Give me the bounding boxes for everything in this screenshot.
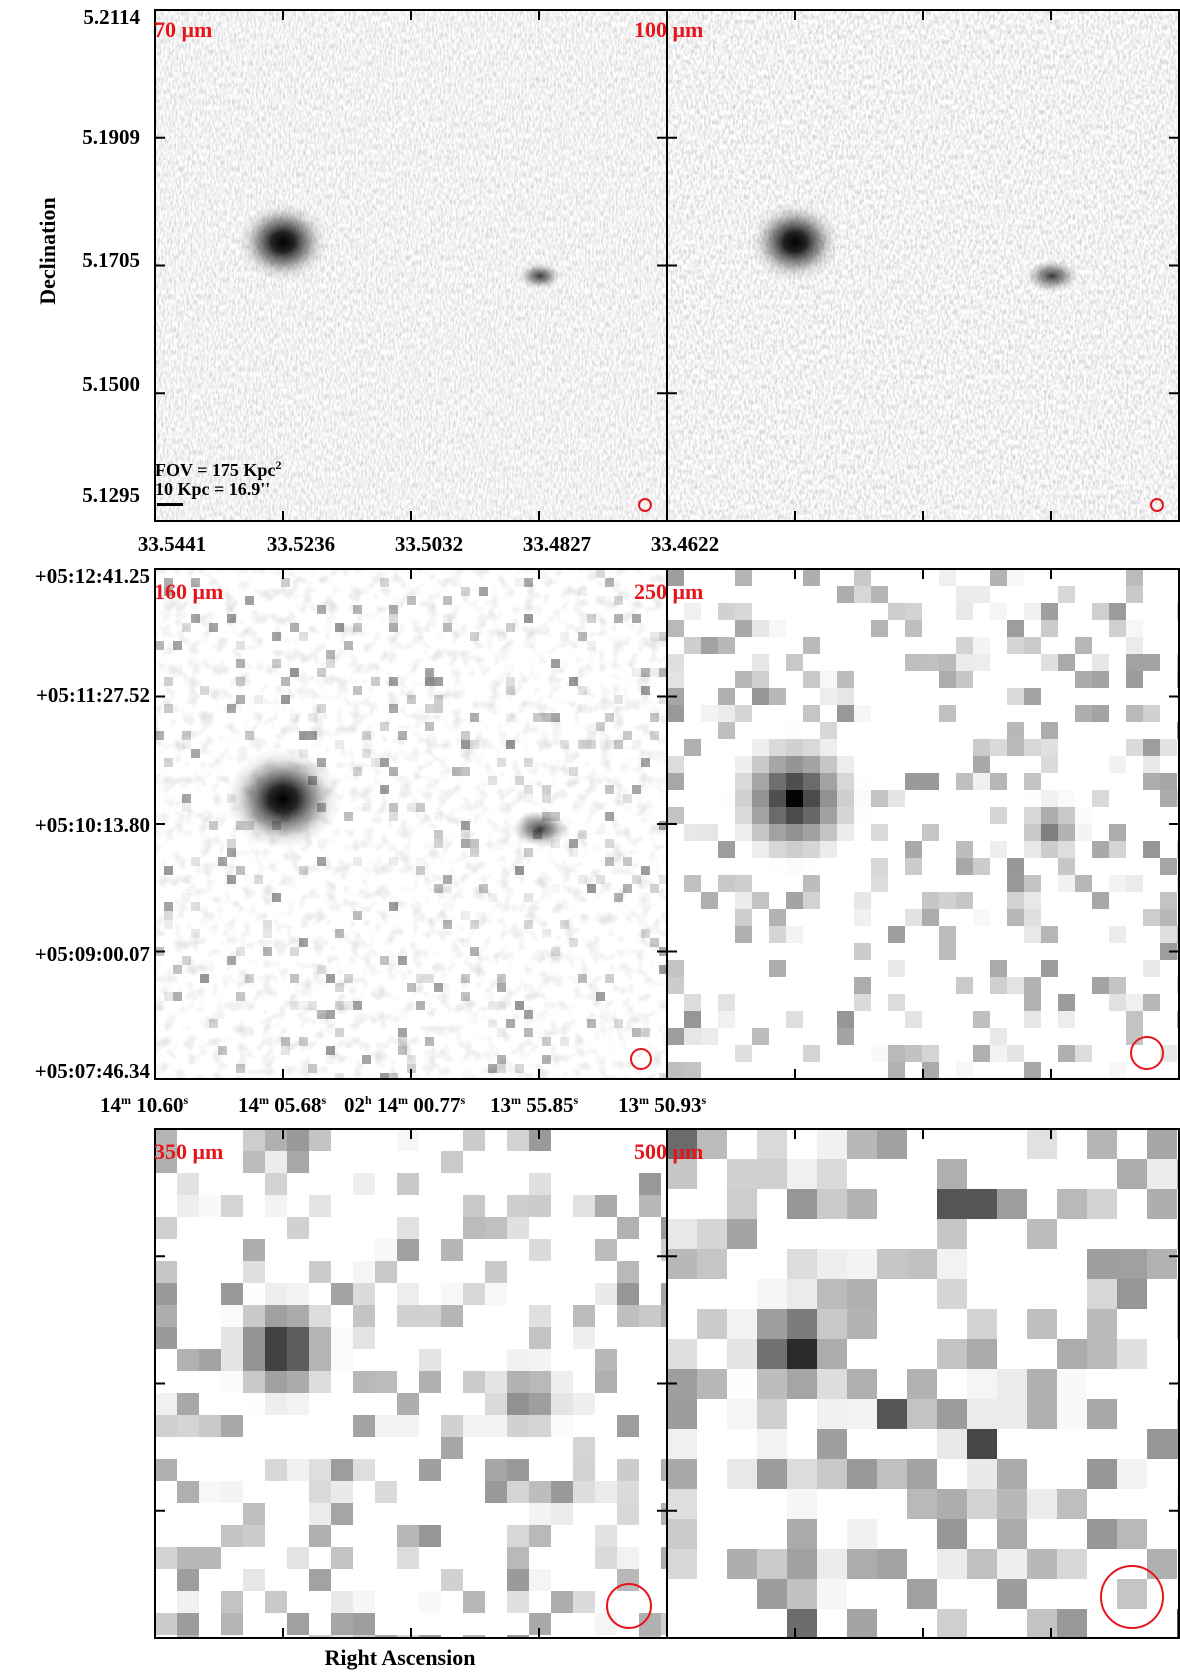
row1-xtick-4: 33.4622 — [650, 532, 720, 556]
row1-ytick-2: 5.1705 — [82, 248, 140, 272]
row1-ytick-4: 5.1295 — [82, 483, 140, 507]
beam-circle-5 — [1100, 1565, 1164, 1629]
row1-xtick-3: 33.4827 — [522, 532, 592, 556]
row2-ytick-1: +05:11:27.52 — [35, 683, 150, 707]
row1-xtick-2: 33.5032 — [394, 532, 464, 556]
beam-circle-0 — [638, 498, 652, 512]
scale-bar — [157, 503, 183, 506]
row2-ytick-0: +05:12:41.25 — [34, 564, 150, 588]
row2-ytick-2: +05:10:13.80 — [34, 813, 150, 837]
row1-ytick-0: 5.2114 — [83, 5, 140, 29]
panel-4 — [154, 1128, 668, 1639]
panel-1 — [666, 9, 1180, 522]
row2-ytick-4: +05:07:46.34 — [34, 1059, 150, 1083]
row2-xtick-4: 13m 50.93s — [618, 1093, 707, 1117]
panel-label-250um: 250 μm — [634, 579, 704, 604]
beam-circle-2 — [630, 1048, 652, 1070]
row2-ytick-3: +05:09:00.07 — [34, 942, 150, 966]
panel-label-350um: 350 μm — [154, 1139, 224, 1164]
beam-circle-3 — [1130, 1036, 1164, 1070]
panel-2 — [154, 568, 668, 1080]
fov-annotation: FOV = 175 Kpc2 — [155, 458, 282, 480]
row1-xtick-0: 33.5441 — [137, 532, 207, 556]
row2-xtick-1: 14m 05.68s — [238, 1093, 327, 1117]
panel-label-70um: 70 μm — [154, 17, 213, 42]
row1-xtick-1: 33.5236 — [266, 532, 336, 556]
panel-0 — [154, 9, 668, 522]
panel-label-500um: 500 μm — [634, 1139, 704, 1164]
panel-label-160um: 160 μm — [154, 579, 224, 604]
beam-circle-4 — [606, 1583, 652, 1629]
row1-ytick-3: 5.1500 — [82, 372, 140, 396]
row1-ytick-1: 5.1909 — [82, 125, 140, 149]
row2-xtick-0: 14m 10.60s — [100, 1093, 189, 1117]
panel-label-100um: 100 μm — [634, 17, 704, 42]
row2-xtick-3: 13m 55.85s — [490, 1093, 579, 1117]
scale-annotation: 10 Kpc = 16.9'' — [155, 479, 271, 499]
beam-circle-1 — [1150, 498, 1164, 512]
panel-5 — [666, 1128, 1180, 1639]
panel-3 — [666, 568, 1180, 1080]
x-axis-title: Right Ascension — [324, 1645, 476, 1670]
row2-xtick-2: 02h 14m 00.77s — [344, 1093, 466, 1117]
